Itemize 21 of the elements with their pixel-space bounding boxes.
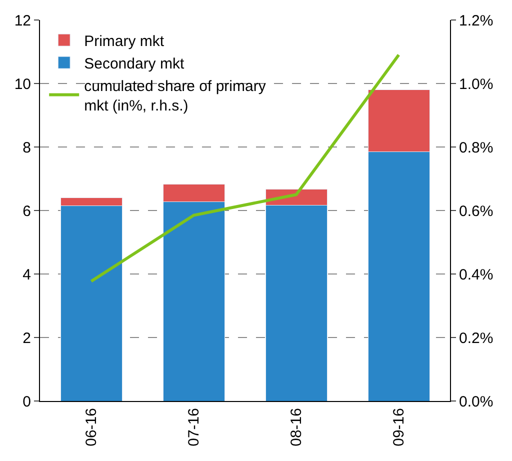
y2-tick-label: 0.0%: [459, 393, 494, 410]
x-tick-label: 06-16: [83, 408, 100, 446]
y-tick-label: 0: [22, 393, 31, 410]
y-tick-label: 4: [22, 266, 31, 284]
legend-label: Primary mkt: [84, 32, 165, 50]
y2-tick-label: 1.0%: [459, 76, 494, 93]
y-tick-label: 2: [22, 330, 31, 347]
x-tick-label: 09-16: [390, 408, 408, 446]
y2-tick-label: 0.6%: [459, 202, 494, 220]
legend-label: Secondary mkt: [84, 55, 185, 72]
y-tick-label: 10: [14, 76, 31, 93]
y2-tick-label: 1.2%: [459, 12, 494, 30]
x-tick-label: 07-16: [186, 408, 203, 446]
y-tick-label: 6: [22, 202, 31, 220]
legend-label: cumulated share of primary mkt (in%, r.h.s.): [84, 78, 266, 114]
x-tick-label: 08-16: [288, 408, 306, 446]
y2-tick-label: 0.2%: [459, 330, 494, 347]
y2-tick-label: 0.8%: [459, 139, 494, 156]
y2-tick-label: 0.4%: [459, 266, 494, 284]
y-tick-label: 8: [22, 139, 31, 156]
y-tick-label: 12: [14, 12, 31, 30]
